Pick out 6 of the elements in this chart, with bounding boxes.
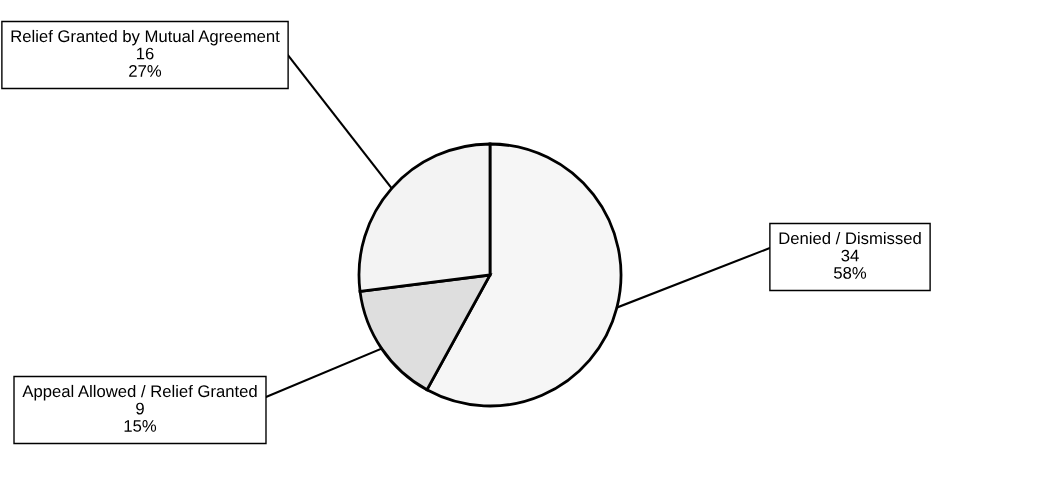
data-label: 9 15% (124, 402, 157, 432)
slice-label: Denied / Dismissed (779, 231, 921, 245)
data-label: 16 27% (129, 47, 162, 77)
data-label: 34 58% (833, 249, 867, 279)
slice-label: Relief Granted by Mutual Agreement (11, 29, 280, 46)
slice-label: Appeal Allowed / Relief Granted (22, 384, 257, 401)
